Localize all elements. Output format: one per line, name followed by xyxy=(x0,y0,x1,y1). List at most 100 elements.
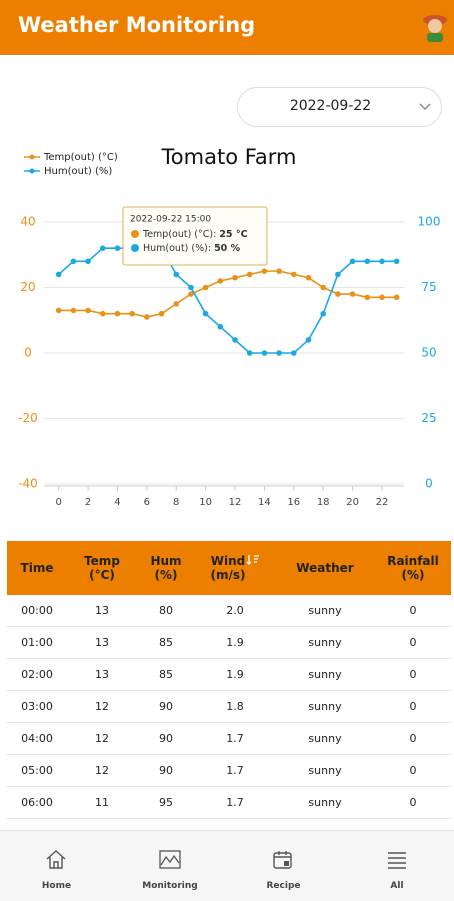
table-cell: 0 xyxy=(375,722,451,755)
table-cell: 13 xyxy=(67,626,137,659)
x-tick-label: 14 xyxy=(258,497,271,508)
table-row: 01:00 13 85 1.9 sunny 0 xyxy=(7,626,451,659)
point xyxy=(114,245,121,251)
table-cell: 85 xyxy=(137,658,195,691)
avatar[interactable] xyxy=(422,12,448,42)
point xyxy=(261,268,268,274)
point xyxy=(393,294,400,301)
point xyxy=(144,314,150,320)
column-label: Weather xyxy=(296,561,354,575)
bottom-nav: Home Monitoring Recipe All xyxy=(0,830,454,901)
table-row: 04:00 12 90 1.7 sunny 0 xyxy=(7,722,451,755)
data-table: Time Temp (°C) Hum (%) Wind (m/s) Weather Rai… xyxy=(7,541,451,830)
app-title: Weather Monitoring xyxy=(18,13,256,37)
point xyxy=(320,284,326,291)
nav-item[interactable]: Monitoring xyxy=(114,831,227,901)
x-tick-label: 0 xyxy=(56,497,62,508)
point xyxy=(379,294,385,301)
table-cell: sunny xyxy=(275,722,375,755)
point xyxy=(202,284,209,291)
table-cell: 2.0 xyxy=(195,595,275,627)
table-cell: 1.9 xyxy=(195,626,275,659)
table-row: 06:00 11 95 1.7 sunny 0 xyxy=(7,786,451,819)
tooltip-box xyxy=(122,206,268,266)
table-cell: 0 xyxy=(375,595,451,627)
column-label: Rainfall (%) xyxy=(387,554,439,582)
series-line xyxy=(58,270,397,318)
column-header: Weather xyxy=(275,541,375,595)
tooltip: 2022-09-22 15:00 Temp(out) (°C): 25 °C Hum(… xyxy=(122,206,268,266)
point xyxy=(232,337,238,343)
point xyxy=(173,301,180,307)
table-cell: 12 xyxy=(67,722,137,755)
tooltip-line: Hum(out) (%): 50 % xyxy=(143,243,241,254)
table-cell: 80 xyxy=(137,595,195,627)
y-tick-label: -40 xyxy=(18,477,38,491)
nav-icon xyxy=(158,850,181,869)
nav-item[interactable]: Recipe xyxy=(227,831,340,901)
point xyxy=(364,294,371,301)
point xyxy=(349,291,356,297)
column-header: Wind (m/s) xyxy=(195,541,275,595)
point xyxy=(246,350,253,356)
date-picker[interactable]: 2022-09-22 xyxy=(237,87,442,127)
sort-icon[interactable] xyxy=(246,554,260,566)
point xyxy=(217,324,224,330)
table-cell: 85 xyxy=(137,626,195,659)
y-tick-label: 20 xyxy=(20,280,35,294)
nav-item[interactable]: All xyxy=(341,831,454,901)
point xyxy=(232,274,238,281)
nav-icon xyxy=(273,851,292,869)
legend-label: Hum(out) (%) xyxy=(44,166,112,177)
table-cell: sunny xyxy=(275,754,375,787)
point xyxy=(217,278,224,284)
point xyxy=(85,307,91,314)
nav-label: All xyxy=(390,881,404,891)
table-cell: sunny xyxy=(275,690,375,723)
point xyxy=(85,258,91,265)
column-header: Temp (°C) xyxy=(67,541,137,595)
point xyxy=(290,271,297,278)
table-cell: sunny xyxy=(275,818,375,830)
table-cell: 1.9 xyxy=(195,658,275,691)
x-tick-label: 2 xyxy=(85,497,91,508)
table-cell: 03:00 xyxy=(7,690,67,723)
point xyxy=(305,337,312,343)
table-row: 02:00 13 85 1.9 sunny 0 xyxy=(7,658,451,691)
nav-label: Recipe xyxy=(266,881,301,891)
point xyxy=(320,310,326,317)
point xyxy=(70,258,77,265)
point xyxy=(129,310,135,317)
table-cell: 1.5 xyxy=(195,818,275,830)
point xyxy=(188,291,194,297)
table-cell: 0 xyxy=(375,786,451,819)
tooltip-value: 25 °C xyxy=(219,229,247,240)
point xyxy=(202,310,209,317)
legend-label: Temp(out) (°C) xyxy=(43,152,118,163)
table-cell: 02:00 xyxy=(7,658,67,691)
y2-tick-label: 50 xyxy=(421,346,436,360)
table-cell: 05:00 xyxy=(7,754,67,787)
nav-item[interactable]: Home xyxy=(0,831,113,901)
point xyxy=(188,284,194,291)
table-cell: 07:00 xyxy=(7,818,67,830)
table: Time Temp (°C) Hum (%) Wind (m/s) Weather Rai… xyxy=(7,541,451,830)
x-tick-label: 16 xyxy=(287,497,300,508)
point xyxy=(261,350,268,356)
point xyxy=(335,271,341,278)
point xyxy=(158,310,165,317)
tooltip-label: Temp(out) (°C): xyxy=(142,229,216,240)
tooltip-time: 2022-09-22 15:00 xyxy=(130,215,211,225)
y2-tick-label: 0 xyxy=(425,477,433,491)
column-label: Temp (°C) xyxy=(84,554,120,582)
y-tick-label: 40 xyxy=(20,215,35,229)
point xyxy=(305,274,312,281)
point xyxy=(335,291,341,297)
column-header: Hum (%) xyxy=(137,541,195,595)
table-row: 00:00 13 80 2.0 sunny 0 xyxy=(7,595,451,627)
table-cell: sunny xyxy=(275,786,375,819)
nav-icon xyxy=(46,850,66,869)
y2-tick-label: 100 xyxy=(418,215,441,229)
